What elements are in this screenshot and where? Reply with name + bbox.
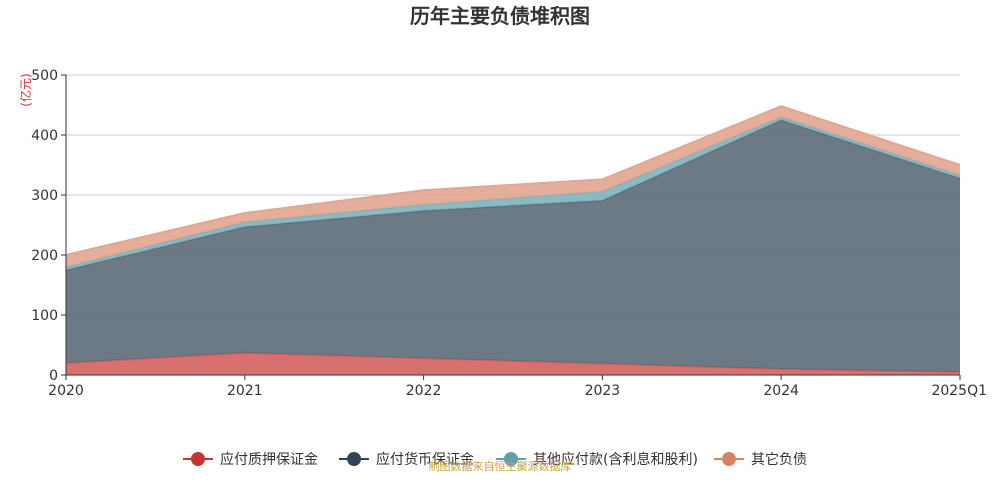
- x-tick-label: 2023: [585, 383, 621, 399]
- legend-item-2[interactable]: 其他应付款(含利息和股利): [496, 451, 698, 468]
- x-tick-label: 2024: [763, 383, 799, 399]
- legend-label: 应付货币保证金: [376, 451, 474, 468]
- area-series-1: [66, 120, 960, 372]
- axes: 0 100 200 300 400 500 2020 2021 2022 2023 2024 2025…: [31, 68, 987, 399]
- legend-label: 应付质押保证金: [220, 451, 318, 468]
- y-tick-label: 400: [31, 128, 58, 144]
- y-tick-label: 300: [31, 188, 58, 204]
- area-series-3: [66, 106, 960, 267]
- legend-item-3[interactable]: 其它负债: [714, 451, 807, 468]
- data-source-note: 制图数据来自恒生聚源数据库: [429, 459, 572, 473]
- x-tick-label: 2022: [406, 383, 442, 399]
- y-tick-label: 500: [31, 68, 58, 84]
- legend-marker: [347, 452, 361, 466]
- legend-marker: [504, 452, 518, 466]
- legend[interactable]: 应付质押保证金 应付货币保证金 其他应付款(含利息和股利) 其它负债: [183, 451, 807, 468]
- legend-item-1[interactable]: 应付货币保证金: [339, 451, 474, 468]
- legend-label: 其它负债: [751, 451, 807, 468]
- area-series-layer: [65, 105, 961, 375]
- x-tick-label: 2020: [48, 383, 84, 399]
- x-tick-label: 2025Q1: [931, 383, 987, 399]
- legend-marker: [722, 452, 736, 466]
- chart-title: 历年主要负债堆积图: [410, 4, 590, 28]
- legend-item-0[interactable]: 应付质押保证金: [183, 451, 318, 468]
- y-tick-label: 200: [31, 248, 58, 264]
- x-tick-label: 2021: [227, 383, 263, 399]
- area-series-0: [66, 352, 960, 375]
- legend-marker: [191, 452, 205, 466]
- legend-label: 其他应付款(含利息和股利): [533, 451, 698, 468]
- y-axis-unit-label: (亿元): [18, 73, 33, 106]
- y-tick-label: 0: [49, 368, 58, 384]
- series-line-3: [65, 105, 961, 256]
- y-tick-label: 100: [31, 308, 58, 324]
